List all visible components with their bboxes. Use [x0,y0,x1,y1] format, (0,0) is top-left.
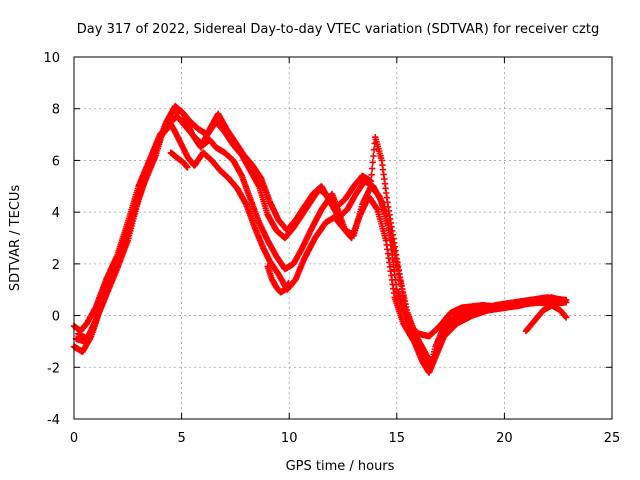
y-tick-label: 6 [52,154,60,169]
x-axis-label: GPS time / hours [286,459,395,474]
plot-frame [73,56,613,420]
data-point [285,279,292,287]
y-tick-label: 0 [52,310,60,325]
data-point [184,164,191,171]
data-point [369,159,377,166]
series-track-3 [72,108,570,376]
x-tick-label: 5 [177,431,185,446]
chart-title: Day 317 of 2022, Sidereal Day-to-day VTE… [77,22,599,37]
data-point [369,165,376,172]
grid [74,57,612,419]
x-tick-label: 20 [496,431,513,446]
x-tick-label: 10 [281,431,298,446]
y-tick-label: 8 [52,103,60,118]
data-point [562,314,570,321]
y-tick-label: -4 [47,413,60,428]
axis-ticks: 0 5 10 15 20 25 -4 -2 0 2 4 6 8 10 [43,51,620,446]
series-track-4 [75,102,568,368]
y-axis-label: SDTVAR / TECUs [8,185,23,292]
x-tick-label: 15 [389,431,406,446]
data-point [560,296,568,304]
data-point [368,171,375,179]
y-tick-label: -2 [47,361,60,376]
y-tick-label: 2 [52,258,60,273]
y-tick-label: 10 [43,51,60,66]
series-track-2 [70,121,570,376]
series-track-5 [167,149,570,335]
x-tick-label: 25 [604,431,621,446]
data-points [70,102,570,376]
data-point [370,152,377,160]
data-point [370,146,378,153]
y-tick-label: 4 [52,206,60,221]
x-tick-label: 0 [70,431,78,446]
